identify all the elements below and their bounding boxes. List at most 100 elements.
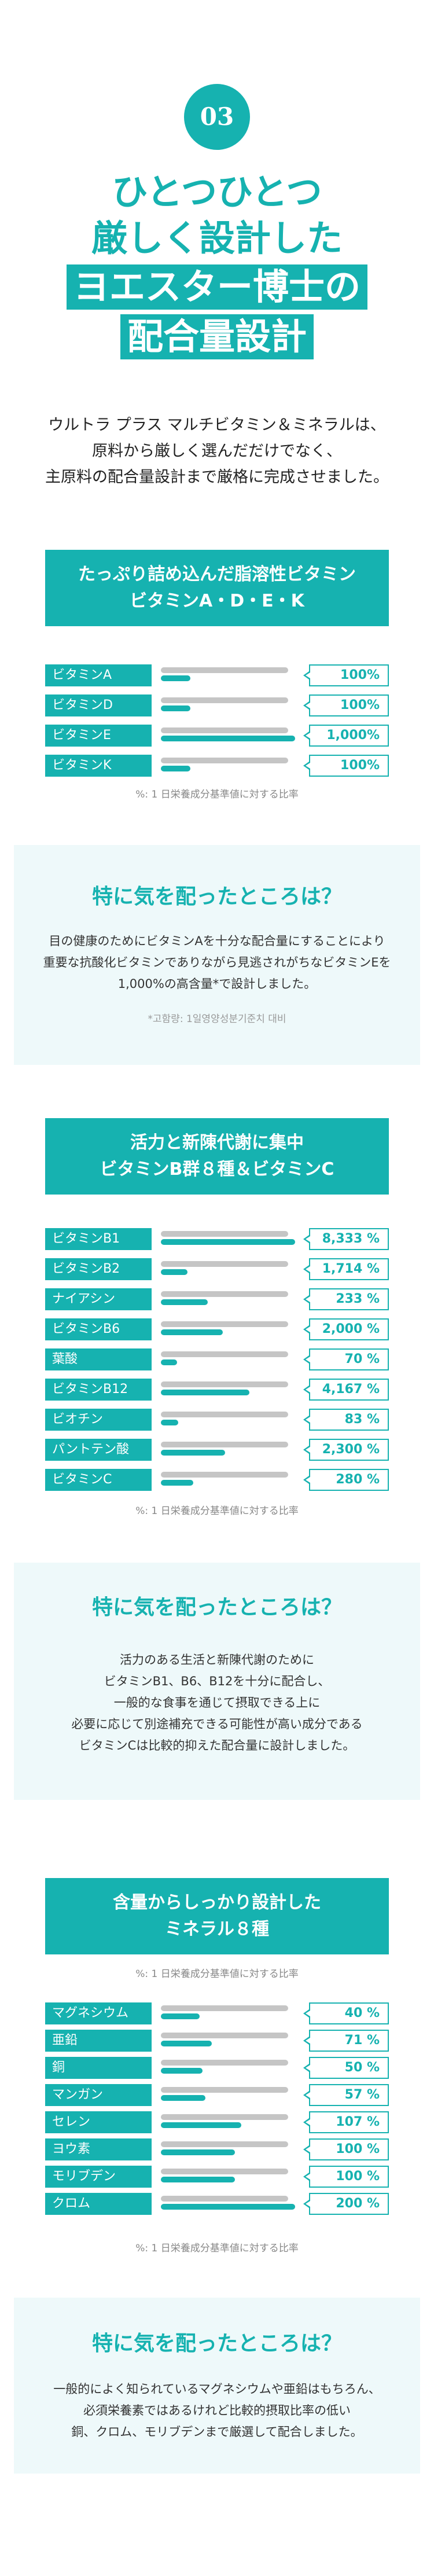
nutrient-label: パントテン酸 [45, 1439, 152, 1461]
reference-bar [161, 1351, 288, 1357]
percent-value: 57 % [303, 2084, 389, 2106]
nutrient-row: ビタミンB6 2,000 % [45, 1318, 389, 1340]
reference-bar [161, 727, 288, 733]
minerals-title: 含量からしっかり設計した ミネラル８種 [45, 1878, 389, 1954]
section3-footnote-top: %: 1 日栄養成分基準値に対する比率 [135, 1968, 299, 1980]
reference-bar [161, 1412, 288, 1417]
nutrient-row: 亜鉛 71 % [45, 2030, 389, 2052]
amount-bar [161, 2041, 212, 2046]
nutrient-row: 葉酸 70 % [45, 1348, 389, 1370]
reference-bar [161, 667, 288, 673]
percent-value: 107 % [303, 2111, 389, 2133]
nutrient-label: 亜鉛 [45, 2030, 152, 2052]
amount-bar [161, 675, 190, 681]
headline-line-3: ヨエスター博士の [66, 264, 367, 310]
amount-bar [161, 766, 190, 771]
nutrient-row: マンガン 57 % [45, 2084, 389, 2106]
reference-bar [161, 1321, 288, 1327]
section3-title-line-2: ミネラル８種 [165, 1919, 269, 1939]
panel3-body-line-2: 必須栄養素ではあるけれど比較的摂取比率の低い [83, 2404, 351, 2417]
reference-bar [161, 2114, 288, 2120]
panel2-body-line-1: 活力のある生活と新陳代謝のために [120, 1653, 314, 1667]
nutrient-label: ビタミンB12 [45, 1379, 152, 1401]
intro-line-2: 原料から厳しく選んだだけでなく、 [92, 442, 342, 460]
headline-line-4: 配合量設計 [120, 314, 314, 359]
percent-value: 70 % [303, 1348, 389, 1370]
percent-value: 233 % [303, 1288, 389, 1310]
percent-value: 1,000% [303, 725, 389, 747]
nutrient-row: ビタミンB12 4,167 % [45, 1379, 389, 1401]
headline-line-2: 厳しく設計した [91, 217, 343, 259]
nutrient-label: ビタミンA [45, 664, 152, 686]
section2-title-line-2: ビタミンB群８種＆ビタミンC [100, 1159, 334, 1179]
reference-bar [161, 2033, 288, 2038]
amount-bar [161, 2068, 203, 2074]
nutrient-label: ビタミンB6 [45, 1318, 152, 1340]
amount-bar [161, 2095, 205, 2101]
amount-bar [161, 2177, 235, 2182]
nutrient-label: マグネシウム [45, 2002, 152, 2024]
percent-value: 100 % [303, 2166, 389, 2188]
percent-value: 40 % [303, 2002, 389, 2024]
nutrient-label: 葉酸 [45, 1348, 152, 1370]
section-number-badge: 03 [184, 84, 250, 150]
nutrient-row: ビタミンC 280 % [45, 1469, 389, 1491]
percent-value: 100% [303, 755, 389, 777]
nutrient-row: ビタミンD 100% [45, 694, 389, 716]
panel2-title: 特に気を配ったところは？ [91, 1596, 342, 1619]
panel-minerals: 特に気を配ったところは？ 一般的によく知られているマグネシウムや亜鉛はもちろん、… [14, 2298, 420, 2474]
amount-bar [161, 705, 190, 711]
amount-bar [161, 1450, 225, 1456]
nutrient-label: ビオチン [45, 1409, 152, 1431]
nutrient-row: ビオチン 83 % [45, 1409, 389, 1431]
percent-value: 100% [303, 664, 389, 686]
panel3-body-line-3: 銅、クロム、モリブデンまで厳選して配合しました。 [71, 2425, 363, 2439]
panel1-footnote: *고함량: 1일영양성분기준치 대비 [148, 1013, 286, 1025]
amount-bar [161, 1420, 178, 1425]
amount-bar [161, 1269, 187, 1275]
percent-value: 100% [303, 694, 389, 716]
nutrient-label: モリブデン [45, 2166, 152, 2188]
amount-bar [161, 2013, 200, 2019]
nutrient-row: ヨウ素 100 % [45, 2138, 389, 2160]
nutrient-row: セレン 107 % [45, 2111, 389, 2133]
reference-bar [161, 1442, 288, 1447]
section3-footnote: %: 1 日栄養成分基準値に対する比率 [135, 2243, 299, 2254]
panel2-body-line-4: 必要に応じて別途補充できる可能性が高い成分である [71, 1717, 363, 1731]
nutrient-label: ビタミンC [45, 1469, 152, 1491]
section2-footnote: %: 1 日栄養成分基準値に対する比率 [135, 1505, 299, 1517]
section3-title-line-1: 含量からしっかり設計した [113, 1893, 321, 1913]
nutrient-row: クロム 200 % [45, 2193, 389, 2215]
intro-line-3: 主原料の配合量設計まで厳格に完成させました。 [45, 468, 389, 486]
panel1-body-line-2: 重要な抗酸化ビタミンでありながら見逃されがちなビタミンEを [43, 956, 391, 969]
nutrient-row: ビタミンB2 1,714 % [45, 1258, 389, 1280]
percent-value: 50 % [303, 2057, 389, 2079]
reference-bar [161, 758, 288, 763]
percent-value: 83 % [303, 1409, 389, 1431]
nutrient-label: ビタミンB1 [45, 1228, 152, 1250]
amount-bar [161, 1359, 177, 1365]
nutrient-row: パントテン酸 2,300 % [45, 1439, 389, 1461]
nutrient-label: セレン [45, 2111, 152, 2133]
headline-line-1: ひとつひとつ [112, 171, 322, 213]
amount-bar [161, 1390, 249, 1395]
reference-bar [161, 2005, 288, 2011]
reference-bar [161, 1381, 288, 1387]
nutrient-label: ヨウ素 [45, 2138, 152, 2160]
nutrient-label: ビタミンK [45, 755, 152, 777]
nutrient-row: 銅 50 % [45, 2057, 389, 2079]
reference-bar [161, 2087, 288, 2093]
panel-b-vitamins: 特に気を配ったところは？ 活力のある生活と新陳代謝のために ビタミンB1、B6、… [14, 1563, 420, 1800]
reference-bar [161, 1291, 288, 1297]
amount-bar [161, 2122, 241, 2128]
percent-value: 2,000 % [303, 1318, 389, 1340]
reference-bar [161, 2141, 288, 2147]
nutrient-row: ビタミンB1 8,333 % [45, 1228, 389, 1250]
percent-value: 1,714 % [303, 1258, 389, 1280]
reference-bar [161, 2060, 288, 2066]
nutrient-label: マンガン [45, 2084, 152, 2106]
section1-title-line-1: たっぷり詰め込んだ脂溶性ビタミン [78, 564, 356, 585]
section2-title-line-1: 活力と新陳代謝に集中 [130, 1133, 304, 1153]
nutrient-row: ビタミンE 1,000% [45, 725, 389, 747]
